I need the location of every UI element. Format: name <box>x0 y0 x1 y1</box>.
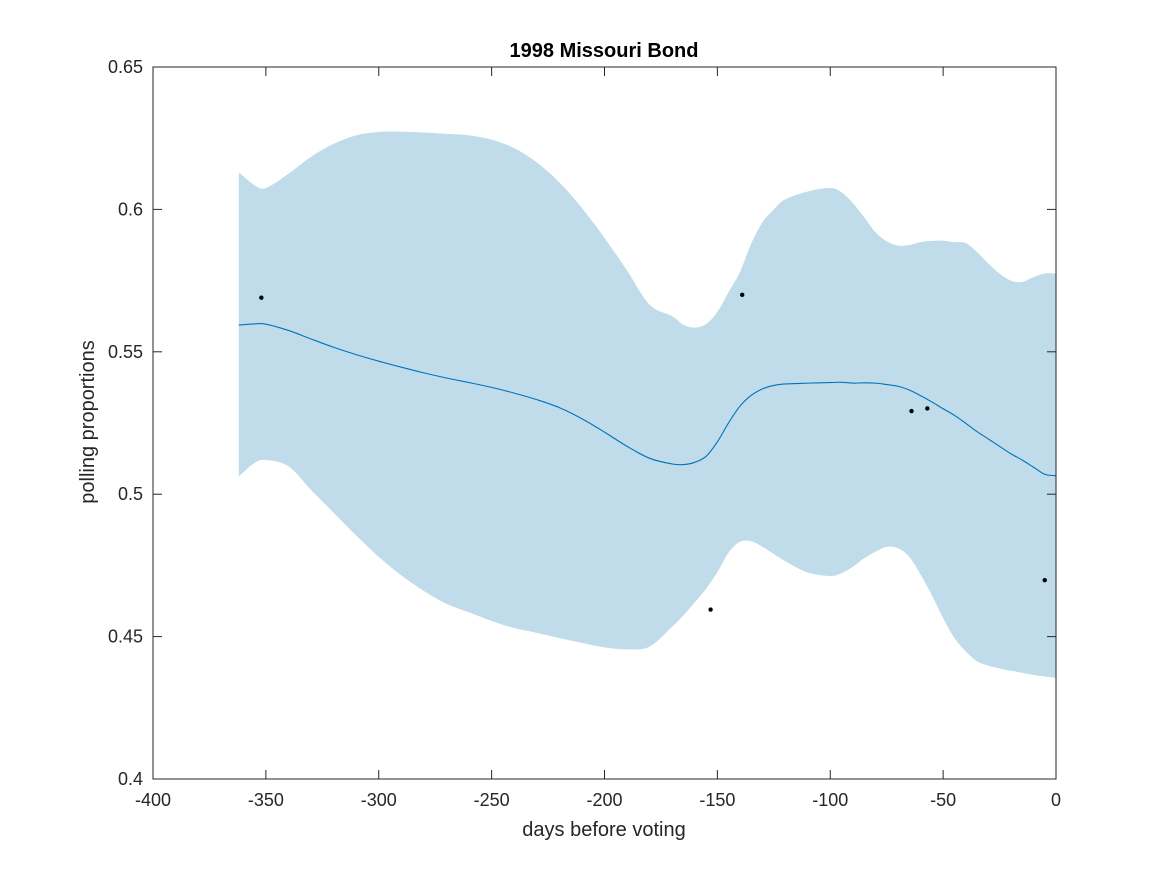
x-tick-label: 0 <box>1051 790 1061 810</box>
y-tick-label: 0.5 <box>118 484 143 504</box>
ticks-layer: -400 -350 -300 -250 -200 -150 -100 -50 0 0.4 0.45 0… <box>108 57 1061 810</box>
x-tick-label: -100 <box>812 790 848 810</box>
x-tick-label: -400 <box>135 790 171 810</box>
x-tick-label: -300 <box>361 790 397 810</box>
x-tick-label: -50 <box>930 790 956 810</box>
data-points-layer <box>259 292 1047 612</box>
x-tick-label: -250 <box>474 790 510 810</box>
series-line-mean <box>238 323 1057 477</box>
data-point <box>909 408 914 414</box>
y-tick-label: 0.45 <box>108 627 143 647</box>
mean-line-layer <box>238 323 1057 477</box>
data-point <box>1042 578 1047 583</box>
data-point <box>708 607 713 612</box>
chart-title: 1998 Missouri Bond <box>510 40 699 62</box>
data-point <box>259 295 264 300</box>
y-tick-label: 0.55 <box>108 342 143 362</box>
data-point <box>925 406 930 411</box>
x-tick-label: -350 <box>248 790 284 810</box>
data-point <box>740 292 745 298</box>
y-axis-label: polling proportions <box>77 340 99 503</box>
y-tick-label: 0.4 <box>118 769 143 789</box>
x-axis-label: days before voting <box>522 819 685 841</box>
confidence-band-layer <box>238 131 1056 678</box>
y-tick-label: 0.6 <box>118 199 143 219</box>
y-tick-label: 0.65 <box>108 57 143 77</box>
x-tick-label: -150 <box>699 790 735 810</box>
x-tick-label: -200 <box>586 790 622 810</box>
confidence-band <box>238 131 1056 678</box>
